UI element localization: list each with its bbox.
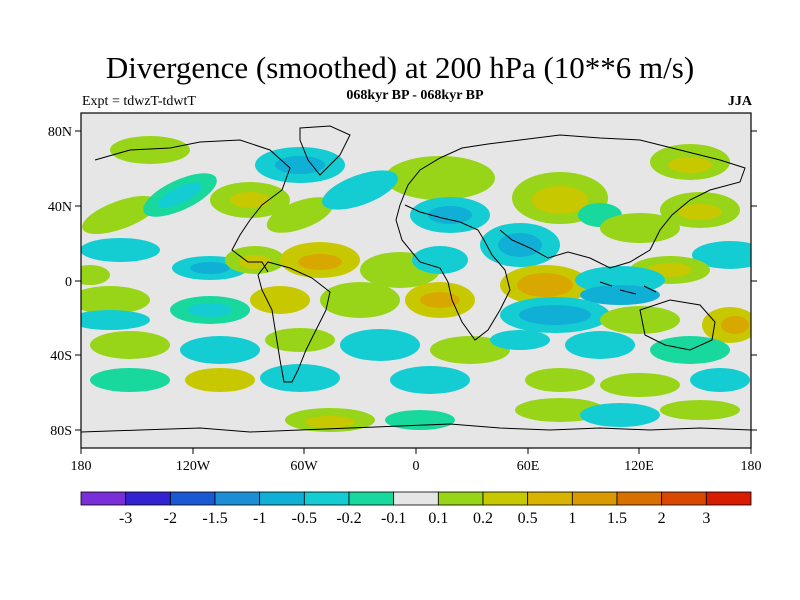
colorbar-tick-label: -3 — [119, 510, 132, 527]
colorbar-tick-label: 0.1 — [428, 510, 448, 527]
colorbar-swatch — [348, 491, 395, 506]
lat-label-40n: 40N — [48, 200, 72, 215]
colorbar-swatch — [527, 491, 573, 506]
colorbar-labels: -3 -2 -1.5 -1 -0.5 -0.2 -0.1 0.1 0.2 0.5 1 1.5 2 3 — [119, 510, 710, 527]
colorbar-swatch — [80, 491, 127, 506]
lon-ticks — [80, 448, 752, 454]
colorbar-tick-label: -2 — [164, 510, 177, 527]
lon-label-120e: 120E — [624, 459, 654, 474]
lat-label-80s: 80S — [50, 424, 72, 439]
lon-label-0: 0 — [413, 459, 420, 474]
colorbar-swatch — [437, 491, 484, 506]
colorbar-swatch — [705, 491, 752, 506]
colorbar-tick-label: 2 — [658, 510, 666, 527]
colorbar-swatch — [661, 491, 707, 506]
colorbar-tick-label: 3 — [702, 510, 710, 527]
lon-label-60e: 60E — [517, 459, 540, 474]
experiment-label: Expt = tdwzT-tdwtT — [82, 94, 196, 109]
colorbar-swatch — [393, 491, 439, 506]
colorbar-swatch — [259, 491, 305, 506]
colorbar-swatch — [482, 491, 529, 506]
colorbar-swatch — [616, 491, 663, 506]
lat-label-40s: 40S — [50, 349, 72, 364]
colorbar-tick-label: -0.5 — [292, 510, 317, 527]
colorbar-swatch — [125, 491, 171, 506]
colorbar-swatch — [303, 491, 350, 506]
lon-label-180e: 180 — [741, 459, 762, 474]
colorbar-tick-label: -0.1 — [381, 510, 406, 527]
lat-label-80n: 80N — [48, 125, 72, 140]
colorbar-tick-label: 0.2 — [473, 510, 493, 527]
colorbar-tick-label: -0.2 — [336, 510, 361, 527]
lon-label-60w: 60W — [290, 459, 318, 474]
coastlines — [81, 125, 751, 433]
colorbar-tick-label: 1.5 — [607, 510, 627, 527]
colorbar-swatch — [571, 491, 618, 506]
lon-label-180w: 180 — [71, 459, 92, 474]
chart-subtitle: 068kyr BP - 068kyr BP — [346, 88, 484, 103]
season-label: JJA — [727, 94, 752, 109]
colorbar-swatch — [214, 491, 261, 506]
colorbar-tick-label: -1 — [253, 510, 266, 527]
lat-ticks — [75, 130, 757, 431]
colorbar-tick-label: 1 — [568, 510, 576, 527]
colorbar-tick-label: -1.5 — [202, 510, 227, 527]
lon-label-120w: 120W — [176, 459, 211, 474]
chart-title: Divergence (smoothed) at 200 hPa (10**6 … — [105, 50, 695, 85]
divergence-field — [81, 136, 751, 432]
colorbar-tick-label: 0.5 — [518, 510, 538, 527]
colorbar — [80, 491, 752, 506]
lat-label-0: 0 — [65, 275, 72, 290]
colorbar-swatch — [169, 491, 216, 506]
